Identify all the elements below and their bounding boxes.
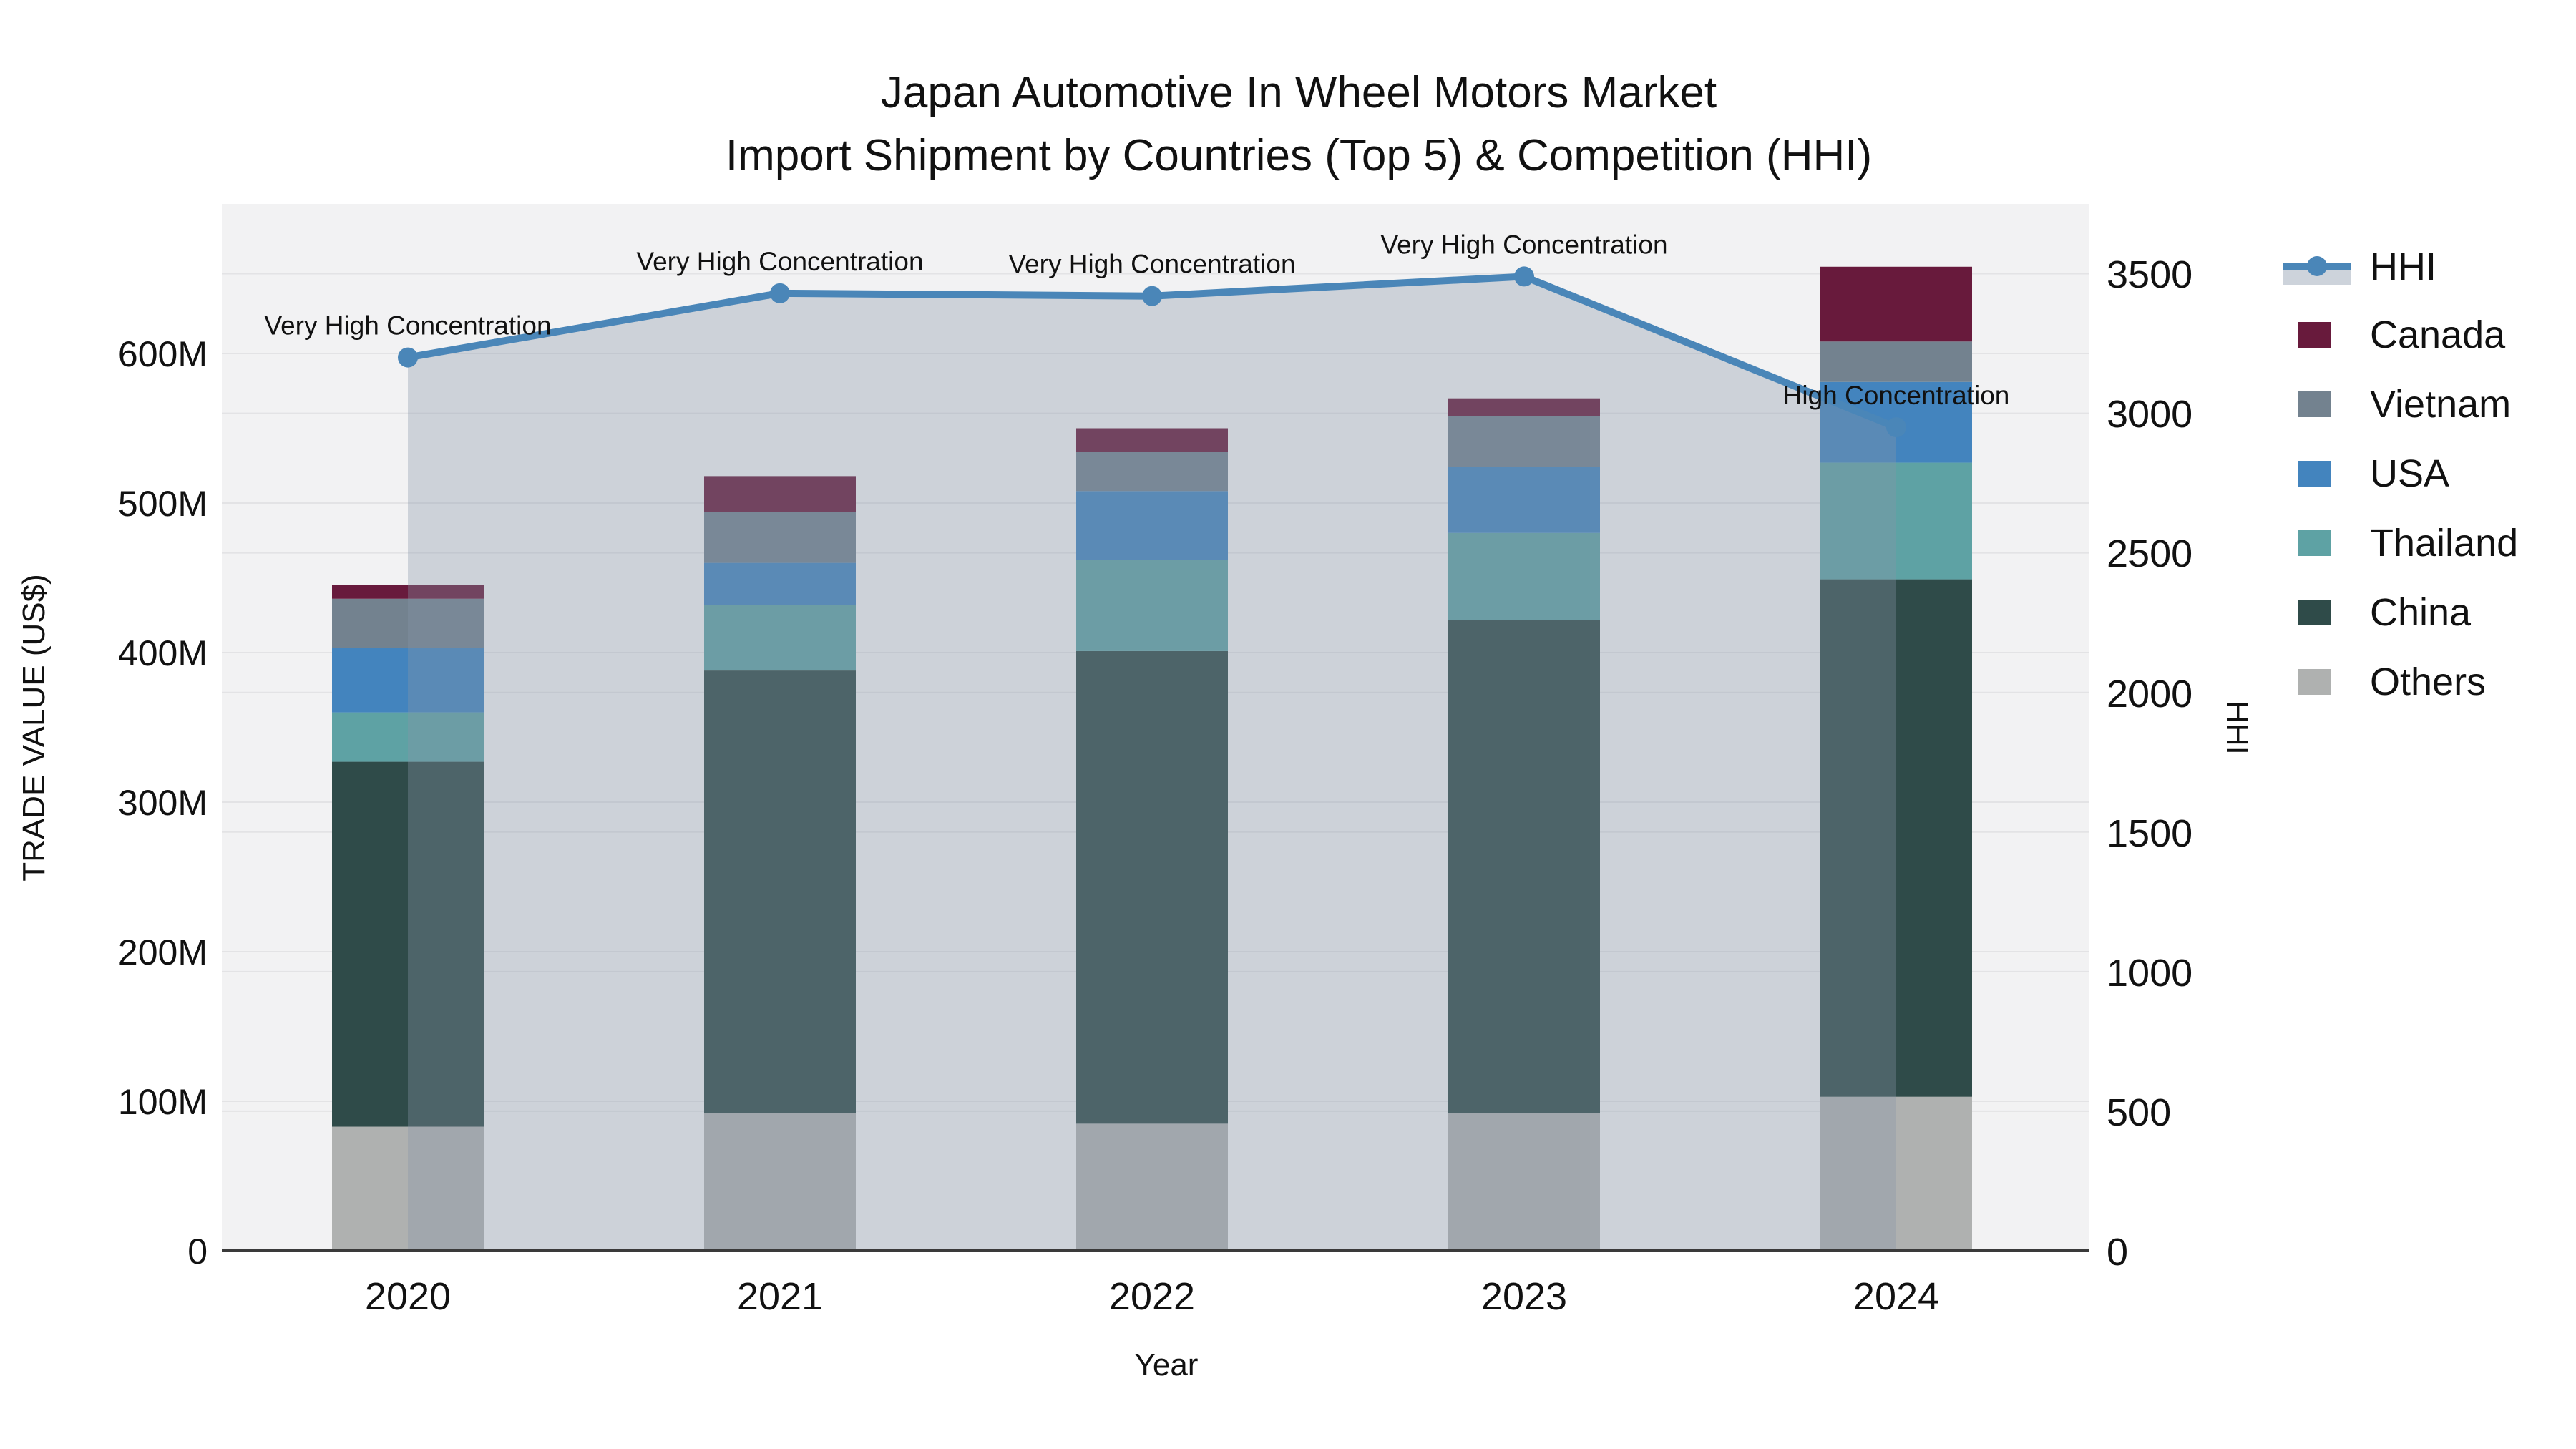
legend-item-thailand: Thailand bbox=[2298, 522, 2518, 565]
china-swatch bbox=[2298, 600, 2331, 625]
y-right-tick: 3000 bbox=[2107, 393, 2192, 436]
bar-segment-others-2023 bbox=[1448, 1113, 1600, 1251]
hhi-line-layer bbox=[398, 266, 1906, 438]
bar-segment-china-2023 bbox=[1448, 620, 1600, 1113]
y-right-tick: 3500 bbox=[2107, 253, 2192, 296]
legend-item-others: Others bbox=[2298, 660, 2486, 703]
annotations-layer: Very High Concentration Very High Concent… bbox=[264, 230, 2009, 410]
usa-swatch bbox=[2298, 461, 2331, 487]
y-left-tick: 600M bbox=[118, 334, 208, 374]
y-right-tick: 0 bbox=[2107, 1231, 2128, 1274]
y-right-tick: 2000 bbox=[2107, 673, 2192, 716]
legend-item-canada: Canada bbox=[2298, 313, 2506, 356]
bar-segment-china-2021 bbox=[704, 670, 856, 1113]
x-tick-labels: 2020 2021 2022 2023 2024 bbox=[365, 1275, 1939, 1318]
y-left-tick-labels: 0 100M 200M 300M 400M 500M 600M bbox=[118, 334, 208, 1272]
y-right-tick-labels: 0 500 1000 1500 2000 2500 3000 3500 bbox=[2107, 253, 2192, 1274]
y-right-tick: 1000 bbox=[2107, 952, 2192, 995]
legend: HHI Canada Vietnam USA Thailand China bbox=[2283, 245, 2518, 703]
hhi-marker-2021 bbox=[770, 283, 790, 303]
legend-label-vietnam: Vietnam bbox=[2370, 383, 2511, 426]
bar-segment-thailand-2020 bbox=[332, 712, 484, 762]
y-right-axis-title: HHI bbox=[2220, 701, 2255, 755]
annotation-2021: Very High Concentration bbox=[636, 247, 923, 276]
annotation-2023: Very High Concentration bbox=[1380, 230, 1667, 259]
annotation-2024: High Concentration bbox=[1783, 381, 2010, 410]
bar-segment-vietnam-2020 bbox=[332, 598, 484, 648]
chart-title-line1: Japan Automotive In Wheel Motors Market bbox=[881, 68, 1717, 117]
bar-segment-canada-2020 bbox=[332, 585, 484, 599]
y-left-tick: 400M bbox=[118, 633, 208, 673]
bar-segment-vietnam-2024 bbox=[1820, 341, 1972, 382]
x-tick-2021: 2021 bbox=[737, 1275, 823, 1318]
bar-segment-usa-2021 bbox=[704, 562, 856, 605]
y-left-tick: 0 bbox=[187, 1231, 208, 1272]
bar-segment-china-2022 bbox=[1076, 650, 1228, 1124]
x-tick-2024: 2024 bbox=[1853, 1275, 1939, 1318]
bar-segment-china-2020 bbox=[332, 761, 484, 1127]
bar-segment-vietnam-2023 bbox=[1448, 416, 1600, 467]
x-tick-2022: 2022 bbox=[1109, 1275, 1195, 1318]
bar-segment-others-2021 bbox=[704, 1113, 856, 1251]
hhi-area-layer bbox=[408, 276, 1896, 1251]
legend-label-hhi: HHI bbox=[2370, 245, 2436, 288]
hhi-marker-2023 bbox=[1514, 266, 1534, 287]
bar-segment-others-2022 bbox=[1076, 1123, 1228, 1251]
stacked-bars-layer bbox=[332, 266, 1972, 1251]
legend-label-others: Others bbox=[2370, 660, 2486, 703]
bar-segment-vietnam-2022 bbox=[1076, 452, 1228, 492]
annotation-2022: Very High Concentration bbox=[1008, 250, 1295, 279]
bar-segment-canada-2023 bbox=[1448, 398, 1600, 416]
legend-item-usa: USA bbox=[2298, 452, 2449, 495]
y-left-tick: 300M bbox=[118, 783, 208, 823]
legend-label-canada: Canada bbox=[2370, 313, 2506, 356]
legend-label-usa: USA bbox=[2370, 452, 2449, 495]
hhi-marker-2020 bbox=[398, 347, 418, 368]
hhi-marker-2022 bbox=[1142, 286, 1162, 306]
legend-item-vietnam: Vietnam bbox=[2298, 383, 2511, 426]
bar-segment-canada-2024 bbox=[1820, 266, 1972, 342]
y-left-tick: 100M bbox=[118, 1082, 208, 1122]
bar-segment-others-2024 bbox=[1820, 1096, 1972, 1251]
legend-item-hhi: HHI bbox=[2283, 245, 2436, 288]
hhi-marker-2024 bbox=[1886, 417, 1906, 438]
y-right-tick: 500 bbox=[2107, 1091, 2171, 1134]
y-right-tick: 2500 bbox=[2107, 532, 2192, 575]
x-tick-2020: 2020 bbox=[365, 1275, 451, 1318]
y-left-tick: 500M bbox=[118, 484, 208, 524]
legend-label-thailand: Thailand bbox=[2370, 522, 2518, 565]
chart-title-line2: Import Shipment by Countries (Top 5) & C… bbox=[726, 131, 1872, 180]
others-swatch bbox=[2298, 669, 2331, 695]
legend-item-china: China bbox=[2298, 591, 2472, 634]
bar-segment-usa-2023 bbox=[1448, 467, 1600, 533]
x-axis-title: Year bbox=[1135, 1347, 1199, 1382]
x-tick-2023: 2023 bbox=[1481, 1275, 1567, 1318]
bar-segment-usa-2020 bbox=[332, 648, 484, 713]
hhi-area-fill bbox=[408, 276, 1896, 1251]
hhi-marker-sample bbox=[2307, 256, 2327, 276]
vietnam-swatch bbox=[2298, 391, 2331, 417]
bar-segment-thailand-2022 bbox=[1076, 560, 1228, 651]
bar-segment-thailand-2023 bbox=[1448, 532, 1600, 620]
bar-segment-canada-2022 bbox=[1076, 428, 1228, 452]
canada-swatch bbox=[2298, 322, 2331, 348]
bar-segment-canada-2021 bbox=[704, 476, 856, 512]
y-left-axis-title: TRADE VALUE (US$) bbox=[16, 574, 52, 882]
thailand-swatch bbox=[2298, 530, 2331, 556]
bar-segment-usa-2022 bbox=[1076, 491, 1228, 560]
bar-segment-others-2020 bbox=[332, 1126, 484, 1251]
bar-segment-vietnam-2021 bbox=[704, 512, 856, 563]
legend-label-china: China bbox=[2370, 591, 2472, 634]
bar-segment-thailand-2021 bbox=[704, 605, 856, 671]
bar-segment-thailand-2024 bbox=[1820, 462, 1972, 580]
y-left-tick: 200M bbox=[118, 932, 208, 972]
bar-segment-china-2024 bbox=[1820, 579, 1972, 1097]
y-right-tick: 1500 bbox=[2107, 812, 2192, 855]
annotation-2020: Very High Concentration bbox=[264, 311, 551, 341]
